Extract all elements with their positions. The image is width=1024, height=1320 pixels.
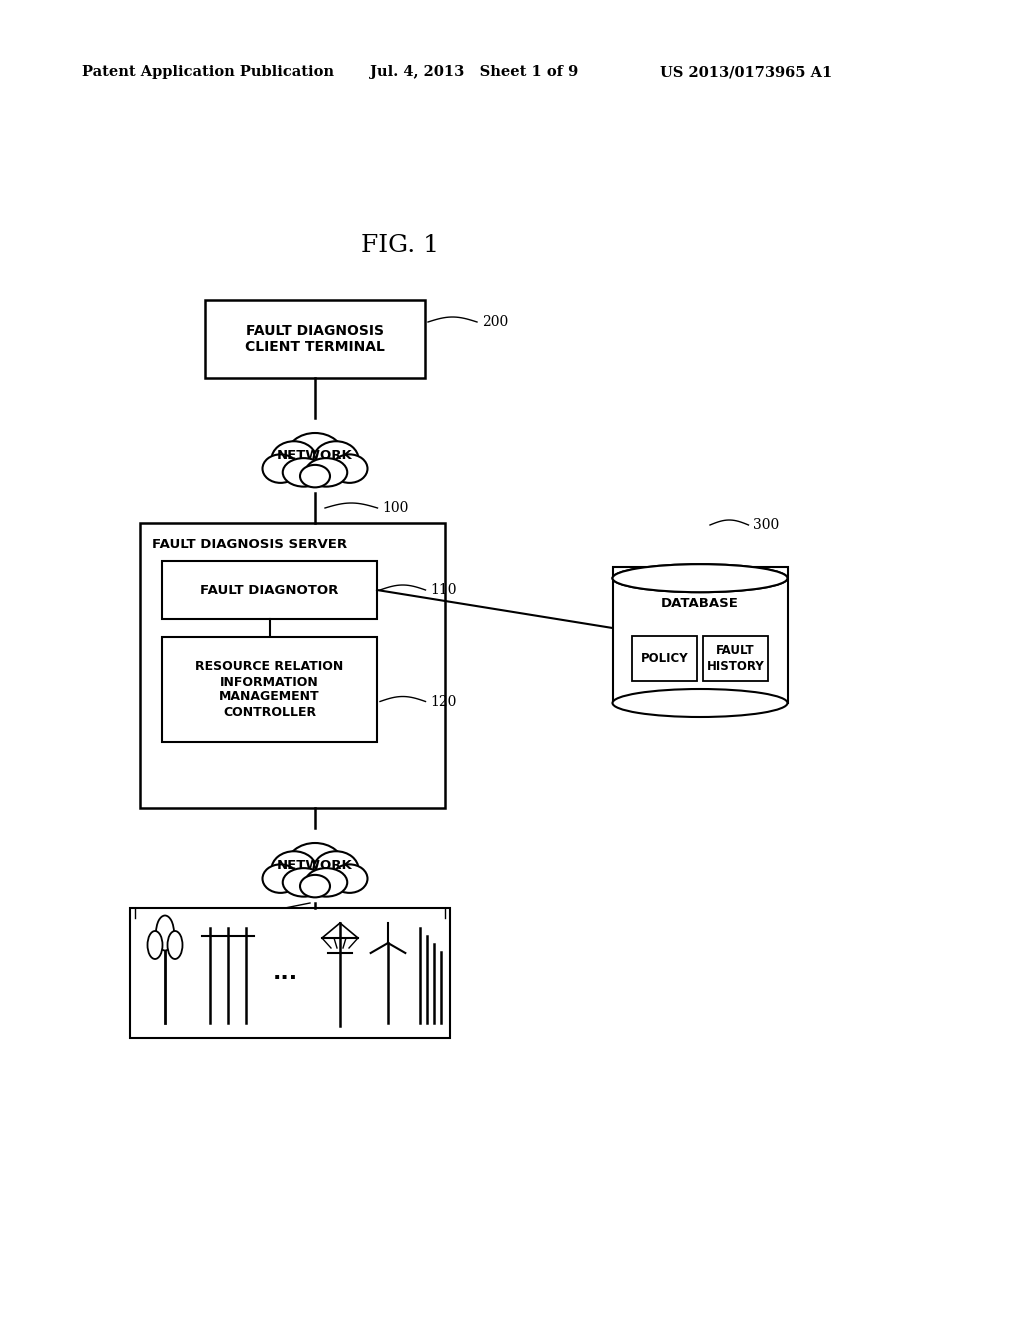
Ellipse shape [262, 454, 299, 483]
Ellipse shape [332, 865, 368, 892]
Bar [140, 523, 445, 808]
Text: NETWORK: NETWORK [278, 859, 353, 873]
Ellipse shape [300, 465, 330, 487]
Ellipse shape [287, 433, 343, 478]
Ellipse shape [283, 458, 325, 487]
Bar [205, 300, 425, 378]
Text: 200: 200 [482, 315, 508, 329]
Bar [612, 568, 787, 704]
Text: Patent Application Publication: Patent Application Publication [82, 65, 334, 79]
Ellipse shape [305, 869, 347, 896]
Bar [632, 636, 697, 681]
Bar [130, 908, 450, 1038]
Ellipse shape [271, 441, 316, 478]
Text: FAULT
HISTORY: FAULT HISTORY [707, 644, 764, 672]
Ellipse shape [612, 564, 787, 593]
Text: FAULT DIAGNOSIS SERVER: FAULT DIAGNOSIS SERVER [152, 539, 347, 552]
Ellipse shape [313, 851, 358, 887]
Ellipse shape [262, 865, 299, 892]
Bar [703, 636, 768, 681]
Ellipse shape [156, 916, 174, 950]
Text: DATABASE: DATABASE [662, 597, 739, 610]
Bar [162, 638, 377, 742]
Ellipse shape [283, 869, 325, 896]
Text: NETWORK: NETWORK [278, 449, 353, 462]
Text: 120: 120 [430, 694, 457, 709]
Text: POLICY: POLICY [641, 652, 688, 665]
Bar [162, 561, 377, 619]
Ellipse shape [305, 458, 347, 487]
Ellipse shape [287, 843, 343, 888]
Text: 100: 100 [383, 502, 409, 515]
Text: FAULT DIAGNOSIS
CLIENT TERMINAL: FAULT DIAGNOSIS CLIENT TERMINAL [245, 323, 385, 354]
Ellipse shape [612, 689, 787, 717]
Ellipse shape [300, 875, 330, 898]
Text: ...: ... [272, 964, 298, 983]
Ellipse shape [313, 441, 358, 478]
Text: 300: 300 [754, 517, 779, 532]
Text: US 2013/0173965 A1: US 2013/0173965 A1 [660, 65, 833, 79]
Ellipse shape [332, 454, 368, 483]
Text: Jul. 4, 2013   Sheet 1 of 9: Jul. 4, 2013 Sheet 1 of 9 [370, 65, 579, 79]
Ellipse shape [612, 564, 787, 593]
Ellipse shape [271, 851, 316, 887]
Ellipse shape [147, 931, 163, 960]
Text: FAULT DIAGNOTOR: FAULT DIAGNOTOR [201, 583, 339, 597]
Text: 110: 110 [430, 583, 457, 597]
Ellipse shape [168, 931, 182, 960]
Text: FIG. 1: FIG. 1 [361, 234, 439, 256]
Text: RESOURCE RELATION
INFORMATION
MANAGEMENT
CONTROLLER: RESOURCE RELATION INFORMATION MANAGEMENT… [196, 660, 344, 718]
